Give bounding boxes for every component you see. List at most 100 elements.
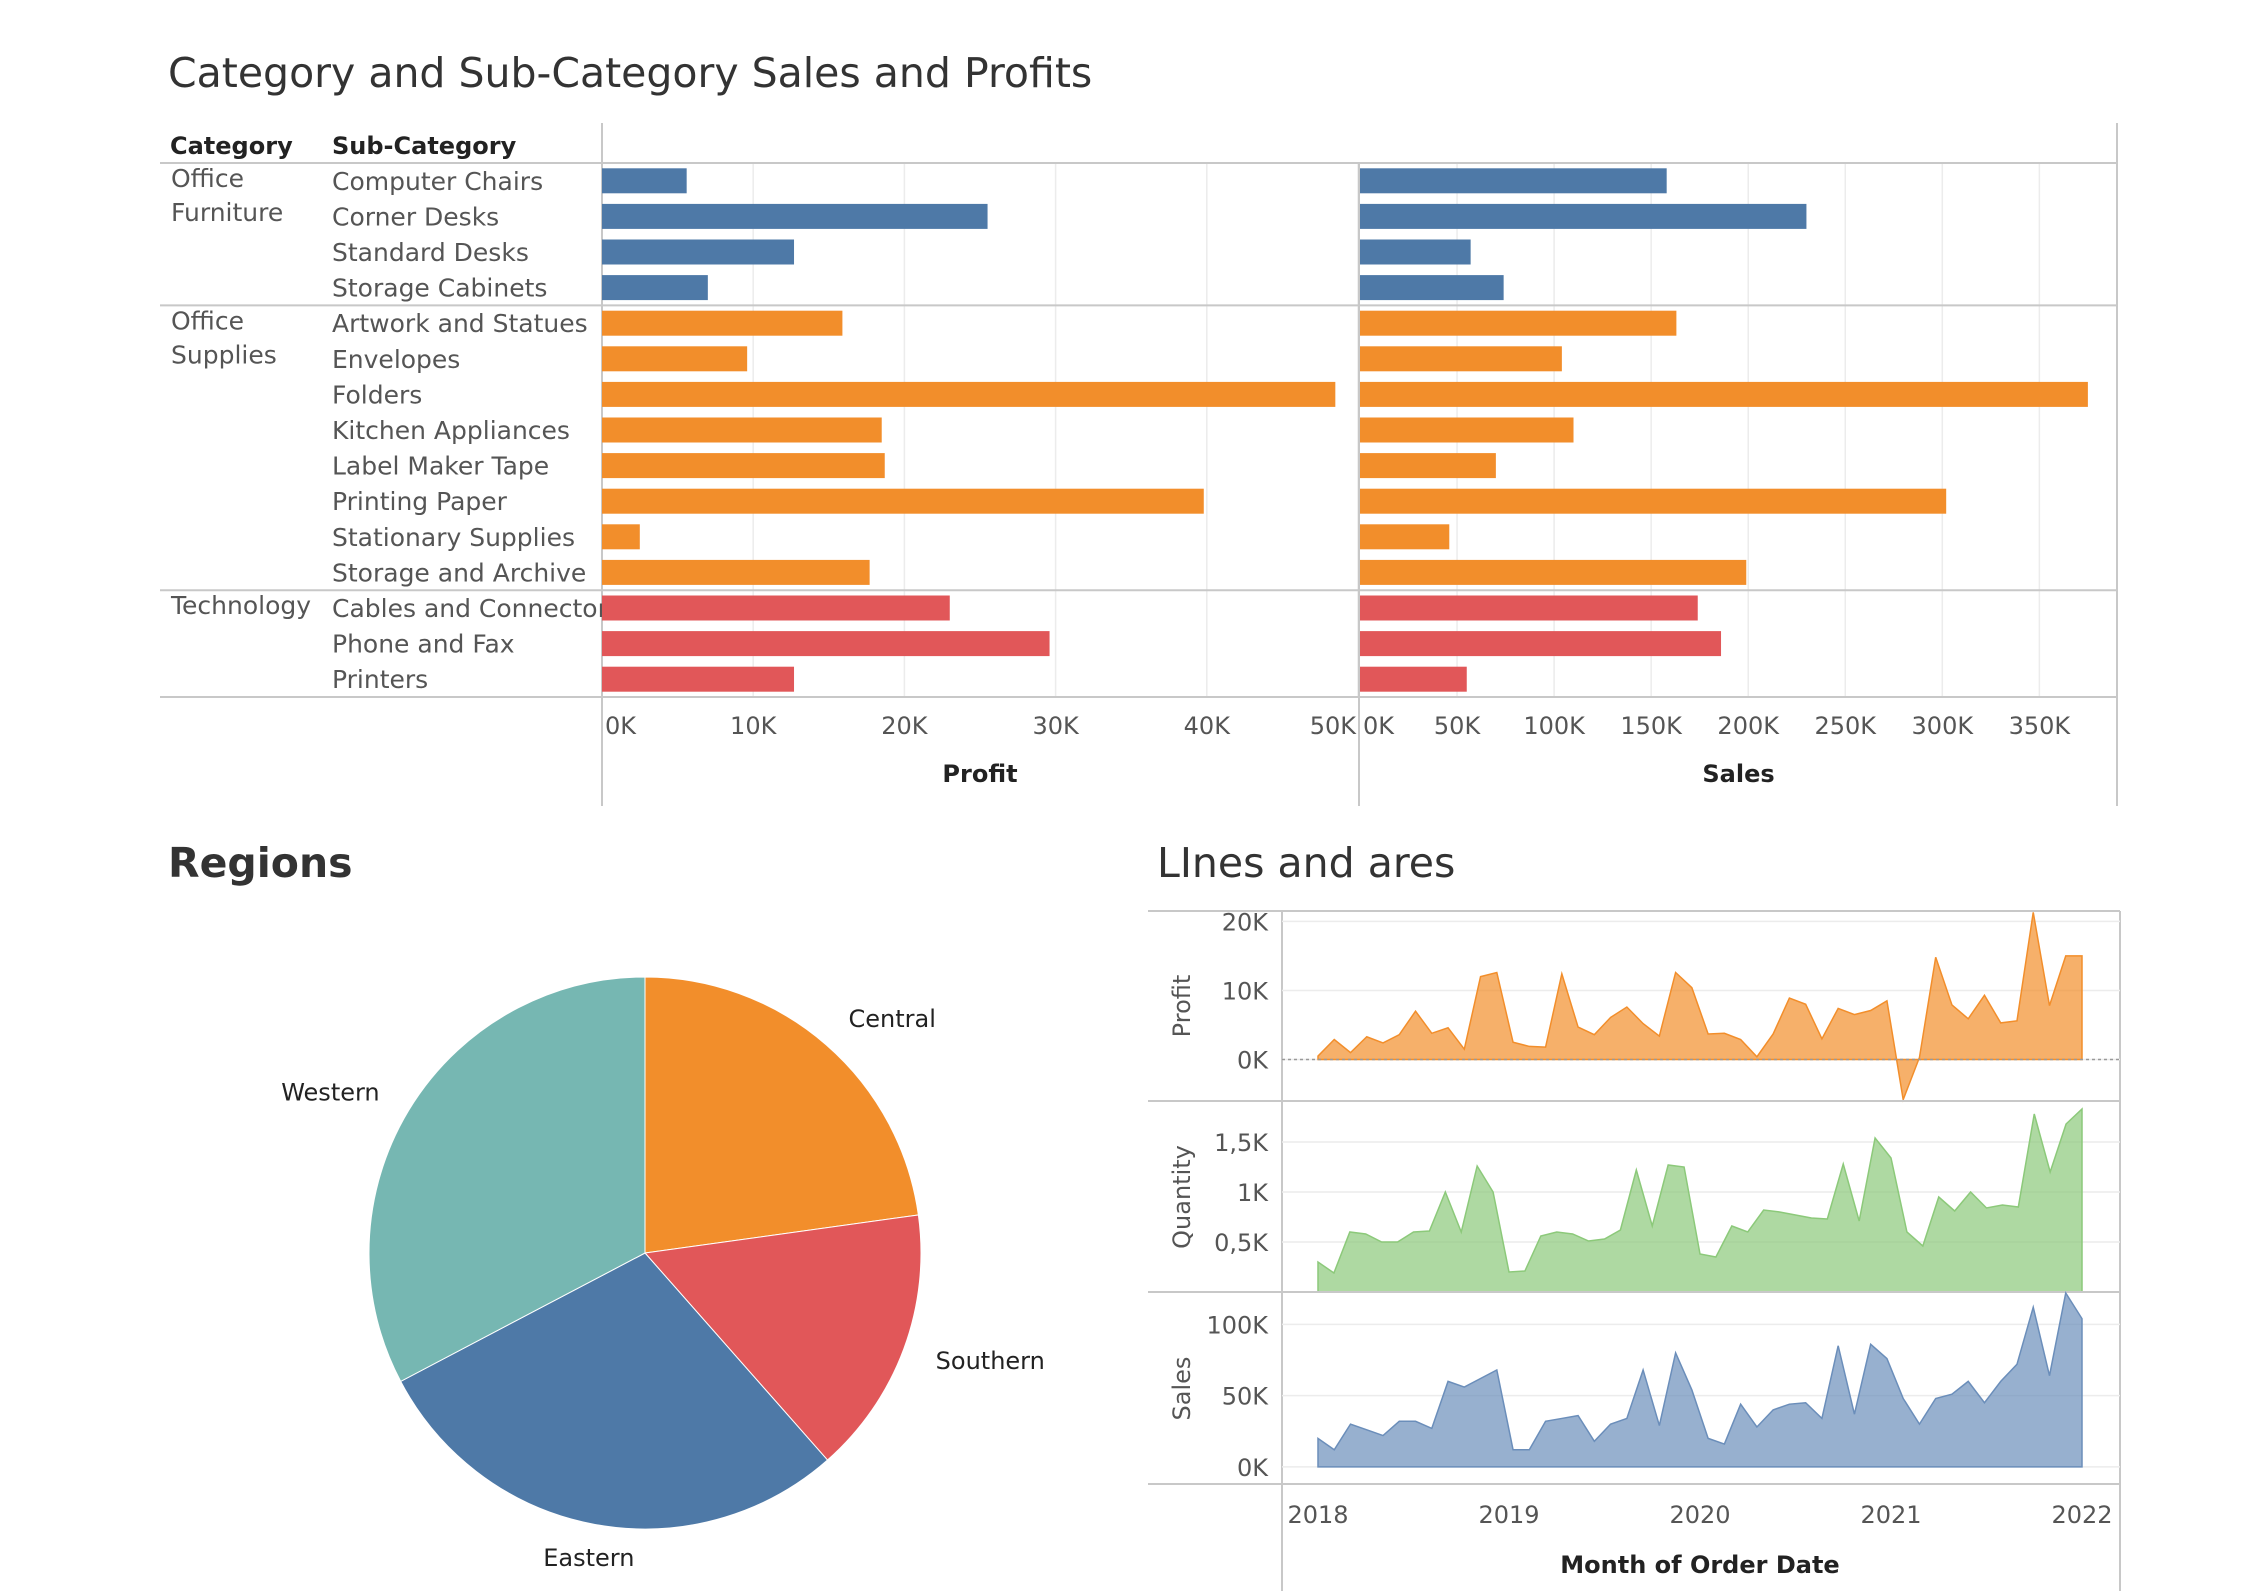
sales-tick-label: 300K	[1912, 712, 1975, 740]
area-y-axis-title: Profit	[1168, 975, 1196, 1038]
area-x-tick-label: 2020	[1669, 1501, 1730, 1529]
profit-tick-label: 50K	[1310, 712, 1358, 740]
pie-chart-title: Regions	[168, 839, 353, 887]
pie-label-western: Western	[281, 1079, 379, 1107]
sub-category-label: Standard Desks	[332, 238, 529, 267]
profit-bar	[602, 381, 1336, 407]
pie-slice-western	[368, 976, 646, 1383]
profit-bar	[602, 346, 748, 372]
area-y-tick-label: 0K	[1237, 1454, 1269, 1482]
bar-chart: Office Furniture Computer Chairs Corner Des…	[160, 123, 2118, 806]
profit-tick-label: 20K	[881, 712, 929, 740]
profit-tick-label: 0K	[605, 712, 637, 740]
profit-bar	[602, 203, 988, 229]
sub-category-label: Phone and Fax	[332, 630, 515, 659]
sales-bar	[1360, 559, 1747, 585]
sales-bar	[1360, 453, 1496, 479]
sales-tick-label: 200K	[1717, 712, 1780, 740]
sales-bar	[1360, 239, 1471, 265]
sub-category-label: Computer Chairs	[332, 167, 543, 196]
sales-bar	[1360, 595, 1698, 621]
profit-bar	[602, 559, 870, 585]
area-y-axis-title: Quantity	[1168, 1145, 1196, 1249]
sales-tick-label: 0K	[1363, 712, 1395, 740]
area-y-tick-label: 1K	[1237, 1179, 1269, 1207]
sub-category-label: Printing Paper	[332, 487, 508, 516]
sub-category-label: Artwork and Statues	[332, 309, 588, 338]
sub-category-label: Folders	[332, 380, 422, 409]
area-x-tick-label: 2022	[2051, 1501, 2112, 1529]
profit-bar	[602, 310, 843, 336]
profit-bar	[602, 524, 640, 550]
profit-bar	[602, 631, 1050, 657]
profit-bar	[602, 417, 882, 443]
profit-bar	[602, 453, 885, 479]
area-x-tick-label: 2018	[1287, 1501, 1348, 1529]
area-profit	[1317, 912, 2083, 1103]
pie-label-southern: Southern	[936, 1347, 1045, 1375]
pie-slice-central	[644, 976, 919, 1254]
area-y-tick-label: 10K	[1222, 977, 1270, 1005]
profit-bar	[602, 168, 687, 194]
profit-tick-label: 30K	[1032, 712, 1080, 740]
area-x-axis-title: Month of Order Date	[1560, 1551, 1839, 1579]
sales-bar	[1360, 346, 1562, 372]
area-charts: 0K 10K 20K Profit 0,5K 1K 1,5K Quantity 0K 50K 100…	[1148, 908, 2121, 1591]
profit-bar	[602, 239, 795, 265]
profit-bar	[602, 595, 950, 621]
pie-slice-eastern	[400, 1252, 829, 1530]
sub-category-label: Envelopes	[332, 345, 460, 374]
area-y-tick-label: 50K	[1222, 1383, 1270, 1411]
sub-category-label: Printers	[332, 665, 428, 694]
area-y-axis-title: Sales	[1168, 1357, 1196, 1421]
area-y-tick-label: 0,5K	[1214, 1229, 1269, 1257]
sales-bar	[1360, 168, 1667, 194]
sales-bar	[1360, 417, 1574, 443]
category-label: Furniture	[171, 198, 283, 227]
area-quantity	[1317, 1107, 2083, 1293]
sales-bar	[1360, 310, 1677, 336]
profit-bar	[602, 666, 795, 692]
area-y-tick-label: 100K	[1206, 1311, 1269, 1339]
pie-chart: Central Southern Eastern Western	[281, 976, 1045, 1572]
sales-axis-title: Sales	[1702, 760, 1774, 788]
sub-category-label: Kitchen Appliances	[332, 416, 570, 445]
sub-category-label: Corner Desks	[332, 202, 499, 231]
pie-label-eastern: Eastern	[543, 1544, 634, 1572]
pie-slice-southern	[644, 1214, 922, 1461]
sales-tick-label: 50K	[1434, 712, 1482, 740]
category-label: Technology	[170, 591, 311, 620]
bar-chart-title: Category and Sub-Category Sales and Prof…	[168, 49, 1092, 97]
profit-tick-label: 40K	[1184, 712, 1232, 740]
sales-bar	[1360, 275, 1504, 301]
profit-tick-label: 10K	[730, 712, 778, 740]
sales-bar	[1360, 666, 1467, 692]
sub-category-label: Storage and Archive	[332, 558, 586, 587]
category-label: Office	[171, 306, 244, 335]
area-y-tick-label: 1,5K	[1214, 1129, 1269, 1157]
sales-bar	[1360, 381, 2088, 407]
sales-bar	[1360, 524, 1450, 550]
area-x-tick-label: 2021	[1860, 1501, 1921, 1529]
area-sales	[1317, 1291, 2083, 1468]
area-chart-title: LInes and ares	[1157, 839, 1455, 887]
sub-category-label: Stationary Supplies	[332, 523, 575, 552]
sub-category-label: Storage Cabinets	[332, 274, 547, 303]
area-y-tick-label: 20K	[1222, 908, 1270, 936]
sales-bar	[1360, 631, 1722, 657]
category-header: Category	[170, 132, 293, 160]
sub-category-label: Cables and Connectors	[332, 594, 621, 623]
area-x-tick-label: 2019	[1478, 1501, 1539, 1529]
sales-tick-label: 150K	[1620, 712, 1683, 740]
profit-bar	[602, 488, 1204, 514]
profit-bar	[602, 275, 708, 301]
sub-category-label: Label Maker Tape	[332, 452, 549, 481]
pie-label-central: Central	[849, 1005, 936, 1033]
sales-tick-label: 350K	[2009, 712, 2072, 740]
category-label: Office	[171, 164, 244, 193]
area-y-tick-label: 0K	[1237, 1047, 1269, 1075]
sales-tick-label: 250K	[1814, 712, 1877, 740]
sales-bar	[1360, 203, 1807, 229]
sales-tick-label: 100K	[1523, 712, 1586, 740]
